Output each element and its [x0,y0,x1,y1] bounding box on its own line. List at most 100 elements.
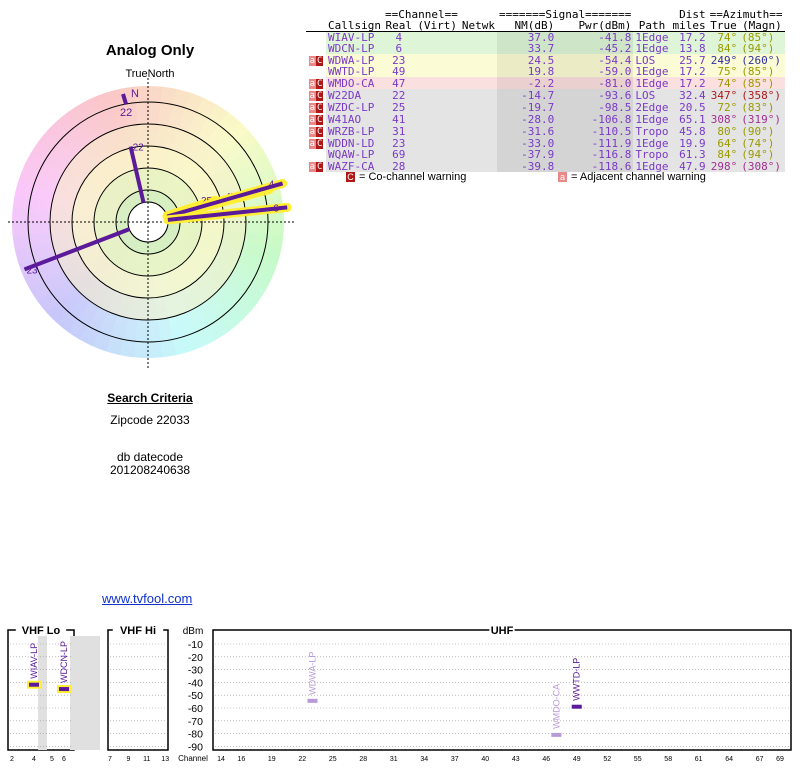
header-nm: NM(dB) [514,19,555,32]
table-row: WWTD-LP 49 19.8 -59.0 1Edge 17.2 75° (85°) [306,66,785,77]
dbm-tick-label: -10 [188,639,203,651]
channel-tick-label: 31 [390,756,398,763]
station-bar [307,698,318,703]
channel-tick-label: 43 [512,756,520,763]
cell-virt [414,66,460,77]
channel-tick-label: 58 [664,756,672,763]
cell-true: 84° [707,149,740,160]
cell-callsign: W41AO [326,113,383,125]
label-bg [15,624,67,636]
station-bar [59,687,69,692]
cell-path: Tropo [633,124,671,138]
cell-magn: (83°) [739,101,785,113]
north-marker [121,93,128,105]
cell-netwk [459,113,497,125]
cell-virt [414,160,460,172]
header-miles: miles [672,19,706,32]
cochannel-warning-flag: C [316,115,324,125]
dbm-tick-label: -90 [188,741,203,753]
cell-real: 69 [382,149,415,160]
channel-tick-label: 69 [776,756,784,763]
cell-callsign: WAZF-CA [326,160,383,172]
table-row: a C WAZF-CA 28 -39.8 -118.6 1Edge 47.9 298° (308°… [306,160,785,172]
cell-dist: 17.2 [670,66,708,77]
table-row: a C W22DA 22 -14.7 -93.6 LOS 32.4 347° (358°) [306,89,785,101]
cell-nm: 24.5 [496,54,557,66]
cell-pwr: -106.8 [556,113,634,125]
cell-callsign: WIAV-LP [326,31,383,43]
cell-real: 31 [382,125,415,137]
cell-callsign: WMDO-CA [326,77,383,89]
compass-north-letter: N [131,88,139,100]
adjacent-warning-flag: a [308,162,316,172]
cell-path: LOS [633,89,671,101]
cell-nm: 19.8 [496,66,557,77]
cell-flag [306,66,326,77]
channel-tick-label: 13 [161,756,169,763]
channel-tick-label: 28 [359,756,367,763]
cell-virt [414,101,460,113]
station-label: WMDO-CA [551,684,561,729]
cell-true: 74° [707,77,740,89]
adjacent-warning-flag: a [308,79,316,89]
header-true: True [710,19,737,32]
cell-netwk [459,66,497,77]
cell-real: 49 [382,66,415,77]
cell-magn: (94°) [739,149,785,160]
channel-axis-label: Channel [178,754,208,763]
cochannel-legend-text: = Co-channel warning [359,171,467,183]
cell-true: 64° [707,137,740,149]
adjacent-legend-box: a [558,172,567,182]
cell-callsign: W22DA [326,89,383,101]
cochannel-warning-flag: C [316,162,324,172]
channel-tick-label: 37 [451,756,459,763]
band-gap-shade [38,636,47,750]
channel-tick-label: 22 [298,756,306,763]
station-bar [551,732,562,737]
spectrum-section-label: VHF Lo [22,625,61,637]
cell-callsign: WRZB-LP [326,125,383,137]
cell-netwk [459,125,497,137]
cell-nm: -19.7 [496,101,557,113]
cell-netwk [459,149,497,160]
cell-path: 1Edge [633,76,671,90]
zipcode-text: Zipcode 22033 [110,413,190,427]
cell-dist: 17.2 [670,31,708,43]
table-row: WQAW-LP 69 -37.9 -116.8 Tropo 61.3 84° (94°) [306,149,785,160]
cochannel-warning-flag: C [316,79,324,89]
header-real: Real [385,19,413,32]
station-label: WDWA-LP [307,652,317,695]
ray-label: 22 [133,143,145,154]
group-signal: =======Signal======= [498,8,632,21]
search-criteria-title: Search Criteria [107,391,193,405]
cell-callsign: WDCN-LP [326,43,383,54]
cell-true: 75° [707,66,740,77]
cell-magn: (74°) [739,137,785,149]
cell-netwk [459,101,497,113]
cell-pwr: -54.4 [556,54,634,66]
tvfool-link[interactable]: www.tvfool.com [102,591,193,606]
cell-virt [414,43,460,54]
cell-true: 74° [707,31,740,43]
cell-magn: (90°) [739,125,785,137]
channel-tick-label: 4 [32,756,36,763]
cell-true: 249° [707,54,740,66]
cell-true: 80° [707,125,740,137]
channel-tick-label: 34 [420,756,428,763]
cell-virt [414,125,460,137]
header-magn: (Magn) [742,19,782,32]
table-row: a C WDDN-LD 23 -33.0 -111.9 1Edge 19.9 64° (74°) [306,137,785,149]
cell-netwk [459,31,497,43]
cell-pwr: -98.5 [556,101,634,113]
cell-nm: -39.8 [496,160,557,172]
cell-path: 2Edge [633,100,671,114]
cell-dist: 61.3 [670,149,708,160]
station-label: WWTD-LP [572,658,582,701]
dbm-tick-label: -20 [188,652,203,664]
cell-nm: -28.0 [496,113,557,125]
cell-magn: (319°) [739,113,785,125]
cell-callsign: WDDN-LD [326,137,383,149]
